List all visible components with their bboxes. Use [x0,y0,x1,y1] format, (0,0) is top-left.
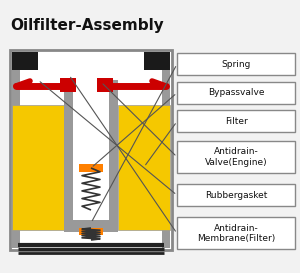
Bar [79,228,103,235]
Bar [162,52,170,248]
Text: Antidrain-
Valve(Engine): Antidrain- Valve(Engine) [205,147,267,167]
Bar [12,52,38,70]
Bar [60,78,76,92]
Bar [79,164,103,172]
Bar [64,80,73,232]
Bar [109,80,118,232]
Bar [177,53,295,75]
Text: Antidrain-
Membrane(Filter): Antidrain- Membrane(Filter) [197,224,275,243]
Text: Filter: Filter [225,117,247,126]
Text: Rubbergasket: Rubbergasket [205,191,267,200]
Bar [12,52,20,248]
Bar [97,78,113,92]
Bar [177,217,295,250]
Bar [177,82,295,104]
Text: Spring: Spring [221,60,251,69]
Bar [144,52,170,70]
Text: Bypassvalve: Bypassvalve [208,88,264,97]
Bar [64,220,109,232]
Bar [12,105,64,230]
Bar [118,105,170,230]
Bar [177,184,295,206]
Bar [177,141,295,173]
Bar [10,50,172,250]
Text: Oilfilter-Assembly: Oilfilter-Assembly [10,18,164,33]
Bar [177,111,295,132]
